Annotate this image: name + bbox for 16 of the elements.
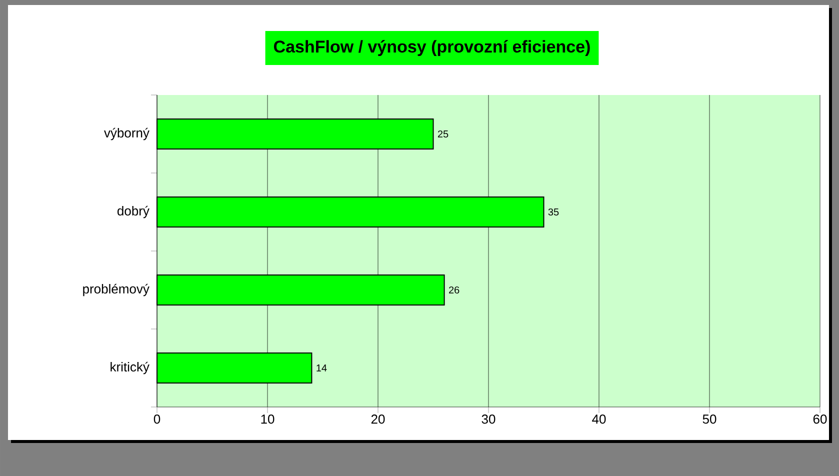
x-tick-label: 30 — [482, 414, 496, 424]
x-tick-label: 60 — [813, 414, 827, 424]
x-tick-label: 10 — [261, 414, 274, 424]
y-tick-label: kritický — [110, 362, 150, 374]
data-label: 35 — [548, 208, 559, 216]
x-tick-label: 40 — [592, 414, 606, 424]
x-tick-label: 50 — [702, 414, 716, 424]
data-label: 26 — [449, 286, 460, 294]
y-tick-label: problémový — [83, 284, 150, 296]
chart-title: CashFlow / výnosy (provozní eficience) — [274, 40, 590, 56]
y-tick-label: výborný — [104, 128, 150, 140]
x-tick-label: 20 — [371, 414, 385, 424]
y-tick-label: dobrý — [118, 206, 150, 218]
data-label: 14 — [316, 364, 327, 372]
data-label: 25 — [438, 130, 448, 138]
x-tick-label: 0 — [154, 414, 160, 424]
